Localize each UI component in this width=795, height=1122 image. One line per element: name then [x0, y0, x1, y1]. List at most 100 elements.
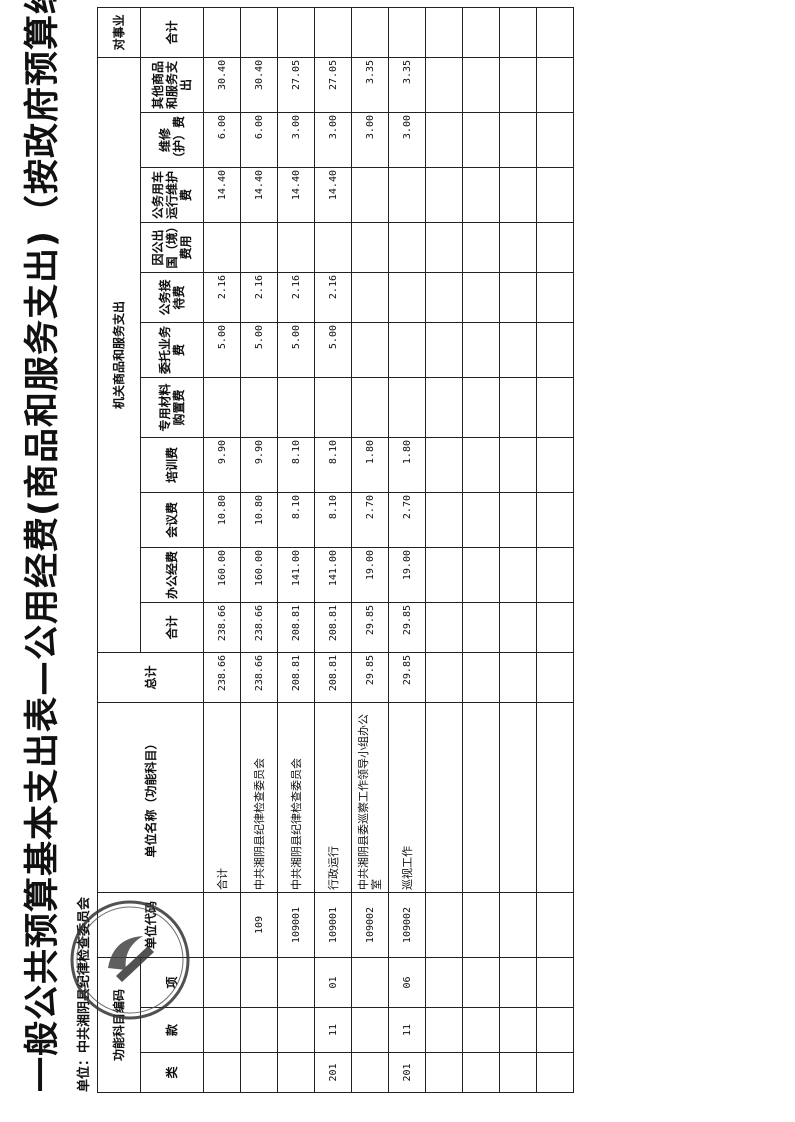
goods-value-cell: 2.16: [314, 272, 352, 323]
unit-code-cell: [499, 892, 537, 958]
unit-name-cell: [499, 702, 537, 893]
unit-name-cell: 中共湘阴县纪律检查委员会: [277, 702, 315, 893]
unit-code-cell: 109001: [314, 892, 352, 958]
unit-name-cell: [536, 702, 574, 893]
goods-value-cell: [536, 377, 574, 438]
goods-value-cell: 19.00: [351, 547, 389, 603]
goods-value-cell: 10.80: [240, 492, 278, 548]
lei-cell: 201: [388, 1052, 426, 1093]
goods-value-cell: 2.16: [277, 272, 315, 323]
goods-value-cell: [240, 377, 278, 438]
kuan-cell: [536, 1007, 574, 1053]
goods-col-header: 因公出国（境）费用: [140, 222, 204, 273]
goods-col-header: 合计: [140, 602, 204, 653]
subsidy-total-cell: [351, 7, 389, 58]
goods-value-cell: [462, 547, 500, 603]
subsidy-total-cell: [277, 7, 315, 58]
unit-block: 单位：中共湘阴县纪律检查委员会: [74, 692, 96, 1092]
grand-total-cell: 29.85: [388, 652, 426, 703]
goods-value-cell: 2.70: [388, 492, 426, 548]
goods-col-header: 培训费: [140, 437, 204, 493]
goods-value-cell: 141.00: [314, 547, 352, 603]
goods-value-cell: [351, 272, 389, 323]
goods-value-cell: 30.40: [240, 57, 278, 113]
goods-value-cell: [314, 377, 352, 438]
table-row: 109001 中共湘阴县纪律检查委员会 208.81 208.81 141.00 8.10…: [277, 7, 315, 1093]
goods-value-cell: 208.81: [314, 602, 352, 653]
lei-cell: [425, 1052, 463, 1093]
grand-total-cell: 208.81: [314, 652, 352, 703]
table-row: [536, 7, 574, 1093]
goods-col-header: 专用材料购置费: [140, 377, 204, 438]
goods-value-cell: [462, 112, 500, 168]
goods-value-cell: [425, 492, 463, 548]
goods-value-cell: 9.90: [203, 437, 241, 493]
goods-value-cell: 8.10: [314, 492, 352, 548]
xiang-cell: [277, 957, 315, 1008]
subsidy-total-cell: [314, 7, 352, 58]
goods-value-cell: [536, 602, 574, 653]
goods-value-cell: [536, 547, 574, 603]
goods-value-cell: [425, 222, 463, 273]
goods-value-cell: 14.40: [314, 167, 352, 223]
xiang-cell: [536, 957, 574, 1008]
grand-total-cell: [499, 652, 537, 703]
goods-col-header: 会议费: [140, 492, 204, 548]
unit-code-cell: [425, 892, 463, 958]
goods-value-cell: 160.00: [203, 547, 241, 603]
goods-value-cell: [499, 57, 537, 113]
official-seal-stamp: [70, 900, 190, 1020]
goods-value-cell: 6.00: [203, 112, 241, 168]
goods-value-cell: 30.40: [203, 57, 241, 113]
unit-code-cell: 109: [240, 892, 278, 958]
subsidy-total-cell: [240, 7, 278, 58]
goods-value-cell: 8.10: [277, 492, 315, 548]
goods-value-cell: 6.00: [240, 112, 278, 168]
goods-value-cell: [536, 492, 574, 548]
goods-value-cell: 8.10: [277, 437, 315, 493]
seal-inner-ring: [76, 906, 184, 1014]
goods-value-cell: [388, 377, 426, 438]
goods-value-cell: [499, 222, 537, 273]
goods-col-header: 其他商品和服务支出: [140, 57, 204, 113]
table-row: 201 11 06 109002 巡视工作 29.85 29.85 19.00 2.70 1.80…: [388, 7, 426, 1093]
goods-value-cell: 14.40: [203, 167, 241, 223]
lei-cell: [499, 1052, 537, 1093]
table-row: 201 11 01 109001 行政运行 208.81 208.81 141.00 8.10 8…: [314, 7, 352, 1093]
goods-value-cell: 2.70: [351, 492, 389, 548]
goods-col-header: 维修（护）费: [140, 112, 204, 168]
goods-value-cell: 9.90: [240, 437, 278, 493]
subsidy-total-cell: [388, 7, 426, 58]
goods-col-header: 公务接待费: [140, 272, 204, 323]
unit-code-cell: 109002: [351, 892, 389, 958]
goods-value-cell: [351, 167, 389, 223]
goods-value-cell: [351, 222, 389, 273]
goods-value-cell: [425, 547, 463, 603]
goods-value-cell: [499, 377, 537, 438]
unit-code-cell: 109002: [388, 892, 426, 958]
goods-value-cell: 10.80: [203, 492, 241, 548]
goods-value-cell: [425, 437, 463, 493]
page-title: 一般公共预算基本支出表—公用经费(商品和服务支出)（按政府预算经济分类）: [23, 0, 63, 1092]
goods-value-cell: [499, 112, 537, 168]
goods-col-header: 委托业务费: [140, 322, 204, 378]
lei-cell: [536, 1052, 574, 1093]
goods-value-cell: 5.00: [314, 322, 352, 378]
kuan-cell: [351, 1007, 389, 1053]
goods-value-cell: 238.66: [203, 602, 241, 653]
goods-value-cell: [425, 377, 463, 438]
subsidy-total-cell: [203, 7, 241, 58]
goods-value-cell: 3.00: [388, 112, 426, 168]
goods-value-cell: 19.00: [388, 547, 426, 603]
kuan-cell: [277, 1007, 315, 1053]
goods-value-cell: [277, 222, 315, 273]
goods-value-cell: [462, 272, 500, 323]
unit-name-header: 单位名称（功能科目）: [97, 702, 204, 893]
goods-value-cell: [351, 377, 389, 438]
seal-hammer-icon: [116, 946, 154, 982]
xiang-cell: 06: [388, 957, 426, 1008]
goods-value-cell: 29.85: [351, 602, 389, 653]
seal-outer-ring: [70, 900, 190, 1020]
table-row: 合计 238.66 238.66 160.00 10.80 9.90 5.00 2.16 14.…: [203, 7, 241, 1093]
table-body: 合计 238.66 238.66 160.00 10.80 9.90 5.00 2.16 14.…: [203, 7, 574, 1093]
